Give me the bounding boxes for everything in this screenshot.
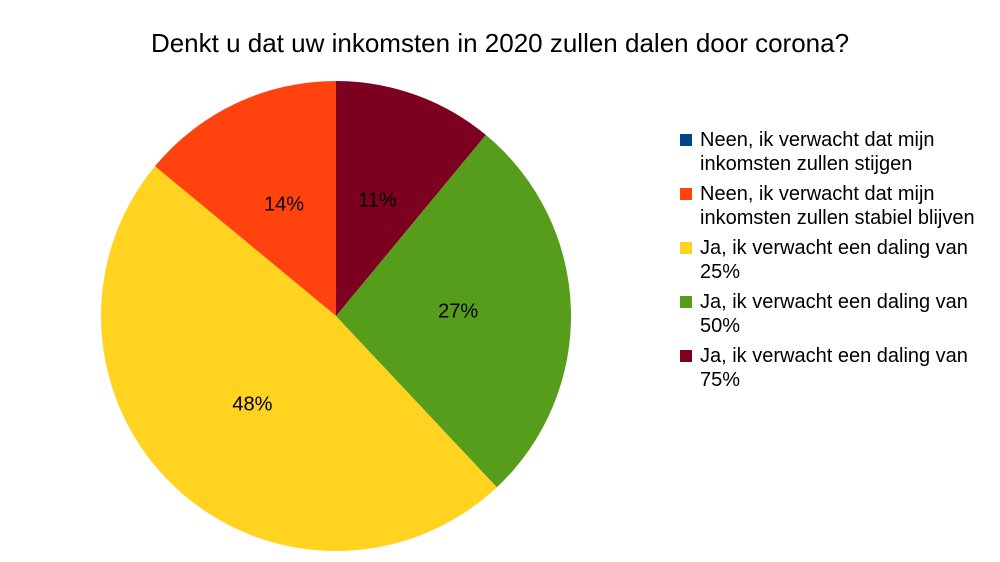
legend-label: Ja, ik verwacht een daling van 75%	[700, 345, 968, 391]
legend-swatch	[680, 188, 692, 200]
legend-swatch	[680, 134, 692, 146]
legend-item: Ja, ik verwacht een daling van 75%	[676, 344, 976, 392]
chart-title: Denkt u dat uw inkomsten in 2020 zullen …	[151, 28, 849, 58]
data-label: 27%	[438, 300, 478, 322]
legend-item: Ja, ik verwacht een daling van 25%	[676, 236, 976, 284]
pie-slice	[100, 166, 497, 552]
legend-label: Ja, ik verwacht een daling van 50%	[700, 291, 968, 337]
legend-item: Neen, ik verwacht dat mijn inkomsten zul…	[676, 182, 976, 230]
legend-label: Neen, ik verwacht dat mijn inkomsten zul…	[700, 183, 975, 229]
data-label: 14%	[264, 194, 304, 216]
pie-slice	[336, 134, 571, 488]
legend-label: Neen, ik verwacht dat mijn inkomsten zul…	[700, 129, 935, 175]
data-label: 48%	[232, 393, 272, 415]
legend-swatch	[680, 242, 692, 254]
legend-label: Ja, ik verwacht een daling van 25%	[700, 237, 968, 283]
legend-item: Ja, ik verwacht een daling van 50%	[676, 290, 976, 338]
pie-slice	[336, 81, 486, 316]
legend-swatch	[680, 296, 692, 308]
pie-slice	[154, 81, 336, 316]
legend-item: Neen, ik verwacht dat mijn inkomsten zul…	[676, 128, 976, 176]
legend: Neen, ik verwacht dat mijn inkomsten zul…	[676, 128, 976, 398]
data-label: 11%	[358, 189, 397, 211]
legend-swatch	[680, 350, 692, 362]
